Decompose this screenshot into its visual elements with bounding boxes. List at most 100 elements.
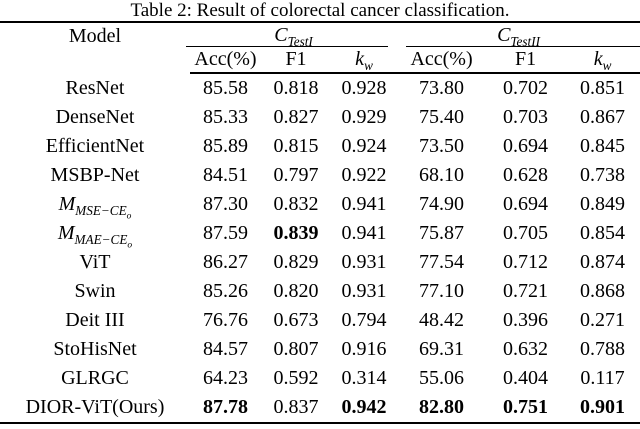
value-cell: 87.78 [203, 396, 248, 418]
header-model: Model [68, 25, 122, 47]
value-cell: 0.797 [273, 164, 319, 186]
value-cell: 0.396 [503, 309, 549, 331]
value-cell: 0.874 [580, 251, 626, 273]
value-cell: 82.80 [419, 396, 465, 418]
value-cell: 0.592 [273, 367, 319, 389]
value-cell: 77.54 [419, 251, 465, 273]
value-cell: 85.33 [203, 106, 248, 128]
table-row-deitiii: Deit III 76.76 0.673 0.794 48.42 0.396 0… [0, 306, 640, 335]
value-cell: 85.58 [203, 77, 248, 99]
value-cell: 75.40 [419, 106, 465, 128]
header-group-ctestii: CTestII [397, 22, 640, 49]
table-row-resnet: ResNet 85.58 0.818 0.928 73.80 0.702 0.8… [0, 73, 640, 103]
value-cell: 87.59 [203, 222, 248, 244]
value-cell: 0.942 [341, 396, 387, 418]
value-cell: 68.10 [419, 164, 465, 186]
model-cell: Swin [74, 280, 116, 302]
model-cell: MSBP-Net [50, 164, 140, 186]
header-f1-test2: F1 [486, 47, 566, 74]
ctesti-label: CTestI [274, 23, 313, 49]
value-cell: 0.404 [503, 367, 549, 389]
table-row-vit: ViT 86.27 0.829 0.931 77.54 0.712 0.874 [0, 248, 640, 277]
value-cell: 0.929 [341, 106, 387, 128]
value-cell: 69.31 [419, 338, 465, 360]
value-cell: 0.694 [503, 135, 549, 157]
model-cell: EfficientNet [45, 135, 145, 157]
table-caption: Table 2: Result of colorectal cancer cla… [130, 0, 510, 21]
value-cell: 0.820 [273, 280, 319, 302]
value-cell: 0.738 [580, 164, 626, 186]
value-cell: 0.815 [273, 135, 319, 157]
model-cell: DenseNet [55, 106, 135, 128]
value-cell: 0.867 [580, 106, 626, 128]
header-row-metrics: Acc(%) F1 kw Acc(%) F1 kw [0, 47, 640, 74]
value-cell: 0.271 [580, 309, 626, 331]
header-acc-test1: Acc(%) [190, 47, 261, 74]
value-cell: 0.941 [341, 222, 387, 244]
header-acc-test2: Acc(%) [397, 47, 487, 74]
value-cell: 0.851 [580, 77, 626, 99]
table-row-glrgc: GLRGC 64.23 0.592 0.314 55.06 0.404 0.11… [0, 364, 640, 393]
value-cell: 0.832 [273, 193, 319, 215]
value-cell: 0.794 [341, 309, 387, 331]
table-row-mmaece: MMAE−CEo 87.59 0.839 0.941 75.87 0.705 0… [0, 219, 640, 251]
value-cell: 0.703 [503, 106, 549, 128]
value-cell: 0.845 [580, 135, 626, 157]
value-cell: 0.901 [580, 396, 626, 418]
value-cell: 0.117 [580, 367, 625, 389]
value-cell: 84.57 [203, 338, 248, 360]
value-cell: 0.849 [580, 193, 626, 215]
table-row-diorvit: DIOR-ViT(Ours) 87.78 0.837 0.942 82.80 0… [0, 393, 640, 423]
value-cell: 85.26 [203, 280, 248, 302]
value-cell: 0.829 [273, 251, 319, 273]
value-cell: 75.87 [419, 222, 465, 244]
table-row-stohisnet: StoHisNet 84.57 0.807 0.916 69.31 0.632 … [0, 335, 640, 364]
header-kw-test1: kw [331, 47, 398, 74]
value-cell: 0.788 [580, 338, 626, 360]
value-cell: 0.916 [341, 338, 387, 360]
value-cell: 73.80 [419, 77, 465, 99]
table-row-mmsece: MMSE−CEo 87.30 0.832 0.941 74.90 0.694 0… [0, 190, 640, 221]
header-kw-test2: kw [565, 47, 640, 74]
model-cell: DIOR-ViT(Ours) [25, 396, 165, 418]
value-cell: 48.42 [419, 309, 465, 331]
model-cell: ResNet [65, 76, 125, 99]
value-cell: 76.76 [203, 309, 248, 331]
results-table: Model CTestI CTestII Acc(%) F1 kw Acc(%)… [0, 21, 640, 424]
value-cell: 77.10 [419, 280, 465, 302]
value-cell: 87.30 [203, 193, 248, 215]
value-cell: 0.854 [580, 222, 626, 244]
value-cell: 64.23 [203, 367, 248, 389]
ctestii-label: CTestII [497, 23, 540, 49]
value-cell: 0.673 [273, 309, 319, 331]
model-cell: MMAE−CEo [57, 221, 133, 251]
value-cell: 0.941 [341, 193, 387, 215]
value-cell: 0.818 [273, 77, 319, 99]
header-f1-test1: F1 [261, 47, 331, 74]
value-cell: 0.839 [273, 222, 319, 244]
value-cell: 0.924 [341, 135, 387, 157]
model-cell: StoHisNet [53, 338, 137, 360]
value-cell: 0.694 [503, 193, 549, 215]
value-cell: 0.807 [273, 338, 319, 360]
value-cell: 55.06 [419, 367, 465, 389]
value-cell: 74.90 [419, 193, 465, 215]
table-row-efficientnet: EfficientNet 85.89 0.815 0.924 73.50 0.6… [0, 132, 640, 161]
value-cell: 73.50 [419, 135, 465, 157]
value-cell: 0.931 [341, 251, 387, 273]
value-cell: 0.868 [580, 280, 626, 302]
model-cell: GLRGC [61, 367, 129, 389]
value-cell: 0.314 [341, 367, 387, 389]
value-cell: 0.712 [503, 251, 549, 273]
value-cell: 0.632 [503, 338, 549, 360]
value-cell: 0.702 [503, 77, 549, 99]
value-cell: 0.751 [503, 396, 549, 418]
value-cell: 84.51 [203, 164, 248, 186]
table-row-swin: Swin 85.26 0.820 0.931 77.10 0.721 0.868 [0, 277, 640, 306]
value-cell: 0.705 [503, 222, 549, 244]
header-row-groups: Model CTestI CTestII [0, 22, 640, 49]
value-cell: 86.27 [203, 251, 248, 273]
model-cell: Deit III [65, 309, 125, 331]
value-cell: 0.928 [341, 77, 387, 99]
